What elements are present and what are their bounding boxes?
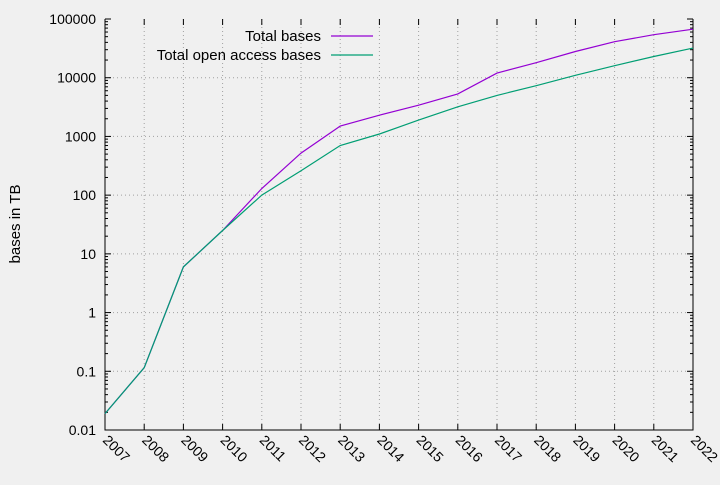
x-tick-label: 2022 xyxy=(688,432,720,465)
y-tick-label: 100000 xyxy=(49,11,96,27)
y-tick-label: 1 xyxy=(88,305,96,321)
y-tick-label: 0.1 xyxy=(77,363,97,379)
x-tick-label: 2019 xyxy=(570,432,603,465)
x-tick-label: 2020 xyxy=(609,432,642,465)
x-tick-label: 2015 xyxy=(413,432,446,465)
x-tick-labels: 2007 2008 2009 2010 2011 2012 2013 2014 2015 2016… xyxy=(100,432,720,465)
x-tick-label: 2013 xyxy=(335,432,368,465)
y-tick-label: 10000 xyxy=(57,70,96,86)
x-tick-label: 2014 xyxy=(374,432,407,465)
y-tick-labels: 0.01 0.1 1 10 100 1000 10000 100000 xyxy=(49,11,96,438)
y-tick-label: 10 xyxy=(80,246,96,262)
x-tick-label: 2009 xyxy=(178,432,211,465)
y-tick-label: 1000 xyxy=(65,128,96,144)
x-tick-label: 2010 xyxy=(217,432,250,465)
series-line-total-open-access-bases xyxy=(104,47,694,414)
y-tick-label: 100 xyxy=(73,187,97,203)
series-lines xyxy=(104,28,694,414)
legend-label: Total open access bases xyxy=(157,47,321,64)
x-tick-label: 2011 xyxy=(257,432,290,465)
legend: Total bases Total open access bases xyxy=(157,28,373,64)
series-line-total-bases xyxy=(104,28,694,414)
x-tick-label: 2007 xyxy=(100,432,133,465)
axes xyxy=(104,18,694,431)
x-tick-label: 2008 xyxy=(139,432,172,465)
x-tick-label: 2012 xyxy=(296,432,329,465)
grid xyxy=(105,19,693,430)
x-tick-label: 2021 xyxy=(649,432,682,465)
y-axis-label: bases in TB xyxy=(7,185,24,264)
y-tick-label: 0.01 xyxy=(69,422,96,438)
x-tick-label: 2017 xyxy=(492,432,525,465)
legend-label: Total bases xyxy=(245,28,321,45)
x-tick-label: 2018 xyxy=(531,432,564,465)
plot-frame xyxy=(104,19,694,431)
x-tick-label: 2016 xyxy=(453,432,486,465)
